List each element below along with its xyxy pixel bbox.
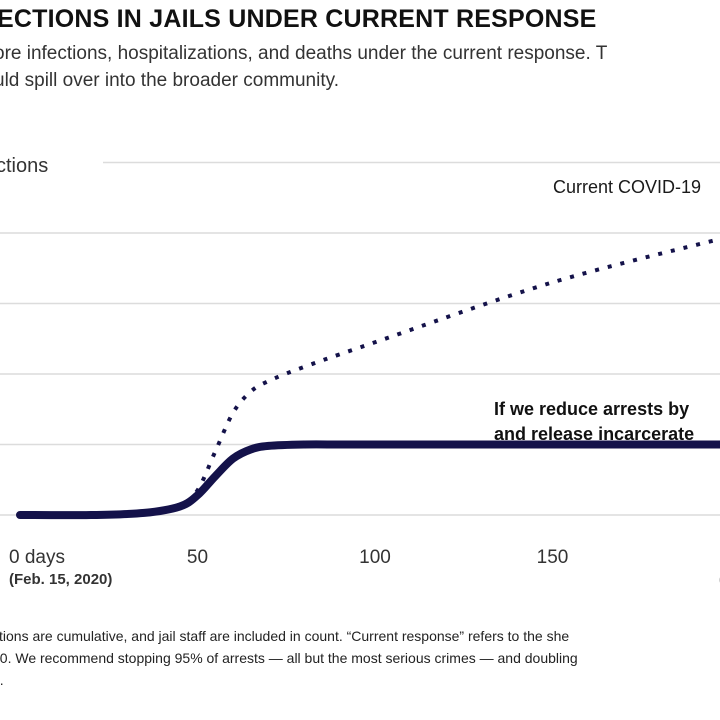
chart-subtitle-line-2: uld spill over into the broader communit… xyxy=(0,70,339,91)
y-gridlines xyxy=(0,161,720,516)
annotation-layer: Current COVID-19 If we reduce arrests by a… xyxy=(494,177,701,444)
x-tick-label-150: 150 xyxy=(537,547,569,568)
series-line-current-response xyxy=(19,236,720,518)
x-tick-label-50: 50 xyxy=(187,547,208,568)
footnote-line-1: ctions are cumulative, and jail staff ar… xyxy=(0,628,570,644)
x-tick-label-100: 100 xyxy=(359,547,391,568)
footnote-line-3: d. xyxy=(0,672,4,688)
annotation-current-covid: Current COVID-19 xyxy=(553,177,701,197)
chart-subtitle-line-1: ore infections, hospitalizations, and de… xyxy=(0,43,608,64)
x-tick-sublabel-0: (Feb. 15, 2020) xyxy=(9,571,112,588)
footnote-line-2: 20. We recommend stopping 95% of arrests… xyxy=(0,650,578,666)
series-line-reduced-arrests xyxy=(16,440,720,520)
x-axis-ticks: 0 days(Feb. 15, 2020)5010015020(S xyxy=(9,547,720,588)
y-axis-label: ctions xyxy=(0,155,48,177)
annotation-reduce-arrests-line-1: If we reduce arrests by xyxy=(494,399,689,419)
annotation-reduce-arrests-line-2: and release incarcerate xyxy=(494,424,694,444)
series-layer xyxy=(16,236,720,520)
footnote: ctions are cumulative, and jail staff ar… xyxy=(0,625,578,691)
x-tick-label-0: 0 days xyxy=(9,547,65,568)
chart-title: ECTIONS IN JAILS UNDER CURRENT RESPONSE xyxy=(0,5,597,33)
